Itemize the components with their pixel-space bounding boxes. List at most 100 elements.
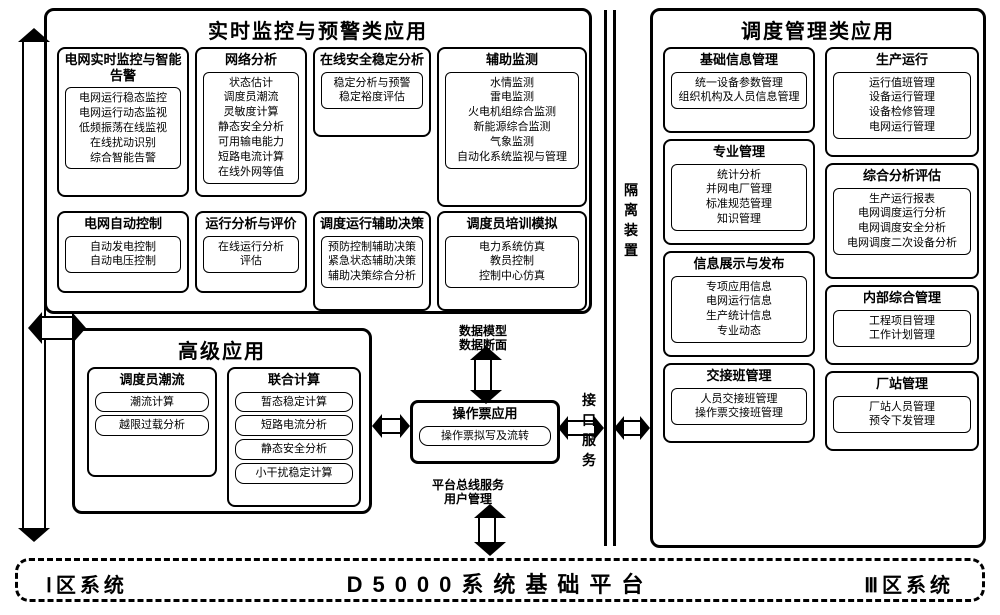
module-title: 厂站管理	[831, 376, 973, 392]
module-alert: 电网实时监控与智能告警 电网运行稳态监控 电网运行动态监视 低频振荡在线监视 在…	[57, 47, 189, 197]
v-char: 置	[624, 240, 640, 260]
item: 人员交接班管理	[676, 392, 802, 407]
module-items: 预防控制辅助决策 紧急状态辅助决策 辅助决策综合分析	[321, 236, 423, 289]
label-line: 数据模型	[438, 324, 528, 338]
module-joint: 联合计算 暂态稳定计算 短路电流分析 静态安全分析 小干扰稳定计算	[227, 367, 361, 507]
advanced-title: 高级应用	[75, 335, 369, 364]
pill: 潮流计算	[95, 392, 209, 413]
module-compre: 综合分析评估 生产运行报表 电网调度运行分析 电网调度安全分析 电网调度二次设备…	[825, 163, 979, 279]
item: 短路电流计算	[208, 150, 294, 165]
item: 调度员潮流	[208, 90, 294, 105]
v-char: 隔	[624, 180, 640, 200]
module-items: 人员交接班管理 操作票交接班管理	[671, 388, 807, 426]
item: 工程项目管理	[838, 314, 966, 329]
module-items: 电力系统仿真 教员控制 控制中心仿真	[445, 236, 579, 289]
module-items: 厂站人员管理 预令下发管理	[833, 396, 971, 434]
base-left: Ⅰ区系统	[46, 569, 128, 598]
module-aux-dec: 调度运行辅助决策 预防控制辅助决策 紧急状态辅助决策 辅助决策综合分析	[313, 211, 431, 311]
dispatch-title: 调度管理类应用	[653, 15, 983, 44]
label-isolation-device: 隔 离 装 置	[624, 180, 640, 260]
module-title: 基础信息管理	[669, 52, 809, 68]
realtime-box: 实时监控与预警类应用 电网实时监控与智能告警 电网运行稳态监控 电网运行动态监视…	[44, 8, 592, 314]
item: 电网调度运行分析	[838, 206, 966, 221]
item: 设备检修管理	[838, 105, 966, 120]
item: 组织机构及人员信息管理	[676, 90, 802, 105]
item: 电网运行稳态监控	[70, 91, 176, 106]
module-title: 在线安全稳定分析	[319, 52, 425, 68]
module-items: 运行值班管理 设备运行管理 设备检修管理 电网运行管理	[833, 72, 971, 139]
module-items: 专项应用信息 电网运行信息 生产统计信息 专业动态	[671, 276, 807, 343]
item: 在线运行分析	[208, 240, 294, 255]
module-title: 内部综合管理	[831, 290, 973, 306]
module-title: 辅助监测	[443, 52, 581, 68]
v-char: 接	[582, 390, 598, 410]
base-platform: Ⅰ区系统 D5000系统基础平台 Ⅲ区系统	[15, 558, 985, 602]
item: 辅助决策综合分析	[326, 269, 418, 284]
module-prof: 专业管理 统计分析 并网电厂管理 标准规范管理 知识管理	[663, 139, 815, 245]
item: 生产运行报表	[838, 192, 966, 207]
module-op-eval: 运行分析与评价 在线运行分析 评估	[195, 211, 307, 293]
item: 并网电厂管理	[676, 182, 802, 197]
module-title: 生产运行	[831, 52, 973, 68]
module-items: 水情监测 雷电监测 火电机组综合监测 新能源综合监测 气象监测 自动化系统监视与…	[445, 72, 579, 169]
item: 电网运行动态监视	[70, 106, 176, 121]
vertical-separator	[604, 10, 616, 546]
item: 新能源综合监测	[450, 120, 574, 135]
module-title: 综合分析评估	[831, 168, 973, 184]
item: 灵敏度计算	[208, 105, 294, 120]
arrow-advanced-ticket	[380, 418, 402, 434]
arrow-sep-dispatch	[622, 420, 642, 436]
diagram-root: { "colors": { "line": "#000000", "bg": "…	[0, 0, 1000, 615]
module-title: 电网自动控制	[63, 216, 183, 232]
module-prod-run: 生产运行 运行值班管理 设备运行管理 设备检修管理 电网运行管理	[825, 47, 979, 157]
item: 自动化系统监视与管理	[450, 150, 574, 165]
item: 自动电压控制	[70, 254, 176, 269]
item: 教员控制	[450, 254, 574, 269]
item: 电网调度二次设备分析	[838, 236, 966, 251]
item: 控制中心仿真	[450, 269, 574, 284]
pill: 静态安全分析	[235, 439, 353, 460]
item: 厂站人员管理	[838, 400, 966, 415]
module-online-sec: 在线安全稳定分析 稳定分析与预警 稳定裕度评估	[313, 47, 431, 137]
item: 在线外网等值	[208, 165, 294, 180]
item: 稳定分析与预警	[326, 76, 418, 91]
item: 静态安全分析	[208, 120, 294, 135]
module-title: 专业管理	[669, 144, 809, 160]
module-title: 电网实时监控与智能告警	[63, 52, 183, 83]
pill: 小干扰稳定计算	[235, 463, 353, 484]
realtime-title: 实时监控与预警类应用	[47, 15, 589, 44]
item: 工作计划管理	[838, 328, 966, 343]
item: 水情监测	[450, 76, 574, 91]
module-shift: 交接班管理 人员交接班管理 操作票交接班管理	[663, 363, 815, 443]
module-auto-ctrl: 电网自动控制 自动发电控制 自动电压控制	[57, 211, 189, 293]
pill: 暂态稳定计算	[235, 392, 353, 413]
v-char: 务	[582, 450, 598, 470]
module-items: 稳定分析与预警 稳定裕度评估	[321, 72, 423, 110]
module-items: 状态估计 调度员潮流 灵敏度计算 静态安全分析 可用输电能力 短路电流计算 在线…	[203, 72, 299, 184]
item: 电网调度安全分析	[838, 221, 966, 236]
dispatch-box: 调度管理类应用 基础信息管理 统一设备参数管理 组织机构及人员信息管理 专业管理…	[650, 8, 986, 548]
module-items: 工程项目管理 工作计划管理	[833, 310, 971, 348]
item: 评估	[208, 254, 294, 269]
item: 电网运行信息	[676, 294, 802, 309]
item: 状态估计	[208, 76, 294, 91]
item: 气象监测	[450, 135, 574, 150]
v-char: 离	[624, 200, 640, 220]
module-items: 在线运行分析 评估	[203, 236, 299, 274]
item: 可用输电能力	[208, 135, 294, 150]
item: 紧急状态辅助决策	[326, 254, 418, 269]
item: 知识管理	[676, 212, 802, 227]
module-net: 网络分析 状态估计 调度员潮流 灵敏度计算 静态安全分析 可用输电能力 短路电流…	[195, 47, 307, 197]
item: 标准规范管理	[676, 197, 802, 212]
module-base-info: 基础信息管理 统一设备参数管理 组织机构及人员信息管理	[663, 47, 815, 133]
item: 设备运行管理	[838, 90, 966, 105]
module-title: 交接班管理	[669, 368, 809, 384]
item: 预令下发管理	[838, 414, 966, 429]
v-char: 口	[582, 410, 598, 430]
module-plant: 厂站管理 厂站人员管理 预令下发管理	[825, 371, 979, 451]
pill: 短路电流分析	[235, 415, 353, 436]
arrow-realtime-ticket	[474, 358, 492, 392]
module-flow: 调度员潮流 潮流计算 越限过载分析	[87, 367, 217, 477]
item: 专项应用信息	[676, 280, 802, 295]
module-items: 生产运行报表 电网调度运行分析 电网调度安全分析 电网调度二次设备分析	[833, 188, 971, 255]
